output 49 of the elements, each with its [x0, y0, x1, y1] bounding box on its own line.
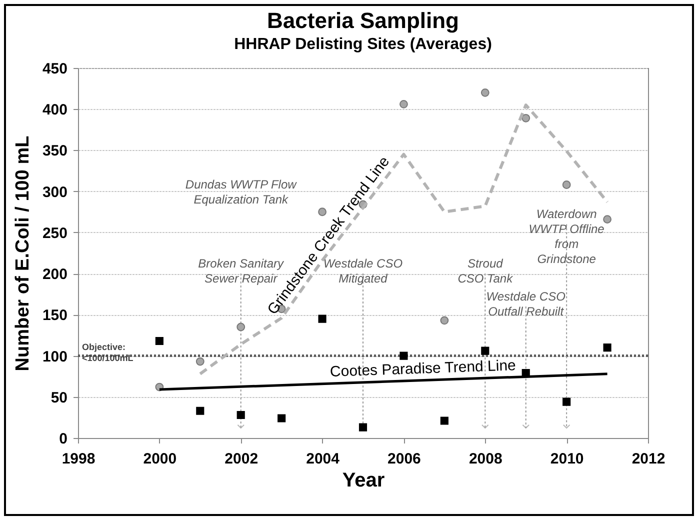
point	[155, 336, 164, 346]
x-tick-label: 2008	[468, 450, 502, 468]
point	[603, 344, 612, 352]
point	[318, 314, 326, 323]
x-tick-label: 2010	[550, 450, 584, 468]
y-tick-label: 300	[42, 184, 68, 201]
point	[440, 316, 449, 325]
y-tick-label: 450	[42, 60, 68, 78]
ref-line-label: Stroud CSO Tank	[458, 256, 514, 286]
ref-line-label: Westdale CSO Mitigated	[323, 256, 403, 286]
point	[358, 423, 368, 432]
point	[400, 352, 408, 360]
point	[562, 398, 571, 406]
point	[562, 180, 571, 189]
ref-line-label: Waterdown WWTP Offline from Grindstone	[528, 207, 605, 266]
x-tick-label: 2002	[224, 450, 258, 468]
y-tick-label: 200	[42, 266, 68, 284]
ref-line-label: Westdale CSO Outfall Rebuilt	[486, 289, 566, 318]
ref-line-label: Objective: <100/100mL	[82, 342, 134, 363]
point	[196, 357, 204, 366]
annotation: Dundas WWTP Flow Equalization Tank	[185, 177, 298, 206]
y-tick-label: 100	[42, 348, 68, 366]
point	[522, 114, 530, 122]
series-label: Cootes Paradise Trend Line	[330, 357, 516, 381]
y-tick-label: 250	[42, 224, 68, 242]
x-tick-label: 2012	[632, 450, 666, 468]
y-tick-label: 350	[42, 142, 68, 160]
x-tick-label: 2004	[306, 450, 340, 468]
x-tick-label: 1998	[62, 450, 96, 468]
point	[440, 416, 448, 425]
point	[196, 406, 204, 415]
point	[236, 410, 245, 420]
point	[400, 100, 408, 108]
x-tick-label: 2006	[388, 450, 421, 468]
chart-subtitle: HHRAP Delisting Sites (Averages)	[234, 36, 492, 53]
x-tick-label: 2000	[143, 450, 177, 468]
point	[480, 88, 490, 97]
y-tick-label: 400	[42, 102, 68, 119]
y-tick-label: 150	[42, 307, 68, 324]
point	[278, 414, 286, 422]
point	[318, 208, 326, 216]
y-tick-label: 0	[59, 430, 68, 448]
point	[236, 322, 246, 332]
x-axis-title: Year	[342, 470, 385, 492]
y-tick-label: 50	[50, 389, 68, 406]
point	[603, 215, 612, 224]
y-axis-title: Number of E.Coli / 100 mL	[12, 135, 34, 372]
chart-title: Bacteria Sampling	[267, 8, 459, 33]
point	[481, 346, 490, 355]
